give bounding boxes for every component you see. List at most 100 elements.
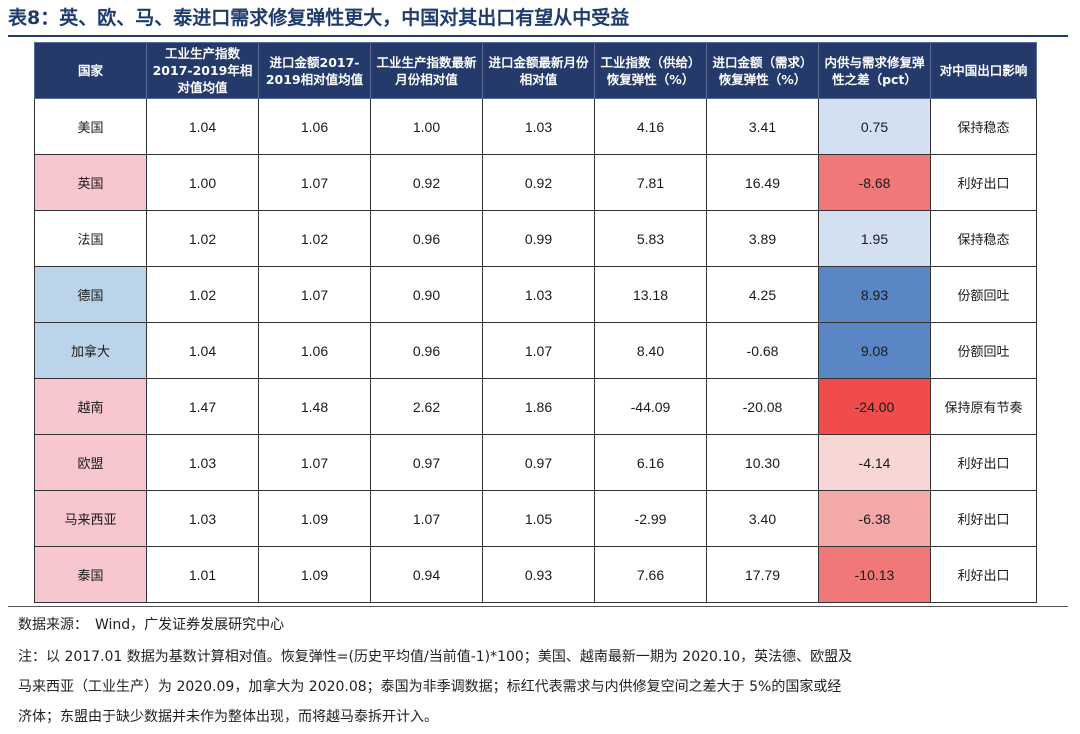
supply-elasticity-cell: 13.18 — [594, 266, 707, 323]
table-row: 泰国 1.01 1.09 0.94 0.93 7.66 17.79 -10.13 利好出口 — [34, 546, 1037, 603]
gap-cell: -6.38 — [818, 490, 931, 547]
country-cell: 法国 — [34, 210, 147, 267]
header-country: 国家 — [34, 42, 147, 99]
country-cell: 欧盟 — [34, 434, 147, 491]
demand-elasticity-cell: 10.30 — [706, 434, 819, 491]
ip-latest-cell: 0.96 — [370, 210, 483, 267]
supply-elasticity-cell: 5.83 — [594, 210, 707, 267]
supply-elasticity-cell: 4.16 — [594, 98, 707, 155]
table-row: 英国 1.00 1.07 0.92 0.92 7.81 16.49 -8.68 利好出口 — [34, 154, 1037, 211]
table-row: 法国 1.02 1.02 0.96 0.99 5.83 3.89 1.95 保持稳态 — [34, 210, 1037, 267]
import-latest-cell: 1.05 — [482, 490, 595, 547]
ip-latest-cell: 1.07 — [370, 490, 483, 547]
impact-cell: 利好出口 — [930, 546, 1037, 603]
import-avg-cell: 1.02 — [258, 210, 371, 267]
ip-latest-cell: 2.62 — [370, 378, 483, 435]
gap-cell: 8.93 — [818, 266, 931, 323]
country-cell: 英国 — [34, 154, 147, 211]
impact-cell: 保持原有节奏 — [930, 378, 1037, 435]
gap-cell: 0.75 — [818, 98, 931, 155]
import-avg-cell: 1.06 — [258, 98, 371, 155]
header-import-avg: 进口金额2017-2019相对值均值 — [258, 42, 371, 99]
impact-cell: 利好出口 — [930, 490, 1037, 547]
import-latest-cell: 0.93 — [482, 546, 595, 603]
supply-elasticity-cell: 7.66 — [594, 546, 707, 603]
table-title: 表8：英、欧、马、泰进口需求修复弹性更大，中国对其出口有望从中受益 — [8, 7, 630, 29]
gap-cell: 9.08 — [818, 322, 931, 379]
import-avg-cell: 1.09 — [258, 546, 371, 603]
header-impact: 对中国出口影响 — [930, 42, 1037, 99]
ip-latest-cell: 0.97 — [370, 434, 483, 491]
demand-elasticity-cell: 3.40 — [706, 490, 819, 547]
table-row: 德国 1.02 1.07 0.90 1.03 13.18 4.25 8.93 份额回吐 — [34, 266, 1037, 323]
import-latest-cell: 0.99 — [482, 210, 595, 267]
demand-elasticity-cell: 3.89 — [706, 210, 819, 267]
import-latest-cell: 1.86 — [482, 378, 595, 435]
country-cell: 加拿大 — [34, 322, 147, 379]
ip-avg-cell: 1.03 — [146, 434, 259, 491]
footer-divider — [8, 606, 1068, 607]
ip-latest-cell: 0.96 — [370, 322, 483, 379]
import-avg-cell: 1.07 — [258, 434, 371, 491]
import-avg-cell: 1.07 — [258, 154, 371, 211]
import-avg-cell: 1.07 — [258, 266, 371, 323]
country-cell: 越南 — [34, 378, 147, 435]
import-latest-cell: 1.03 — [482, 266, 595, 323]
impact-cell: 份额回吐 — [930, 266, 1037, 323]
table-row: 美国 1.04 1.06 1.00 1.03 4.16 3.41 0.75 保持稳态 — [34, 98, 1037, 155]
ip-avg-cell: 1.02 — [146, 210, 259, 267]
impact-cell: 利好出口 — [930, 154, 1037, 211]
import-avg-cell: 1.48 — [258, 378, 371, 435]
ip-avg-cell: 1.01 — [146, 546, 259, 603]
ip-avg-cell: 1.00 — [146, 154, 259, 211]
gap-cell: -4.14 — [818, 434, 931, 491]
ip-latest-cell: 0.94 — [370, 546, 483, 603]
table-row: 越南 1.47 1.48 2.62 1.86 -44.09 -20.08 -24.00 保持原有… — [34, 378, 1037, 435]
import-avg-cell: 1.06 — [258, 322, 371, 379]
country-cell: 马来西亚 — [34, 490, 147, 547]
supply-elasticity-cell: -2.99 — [594, 490, 707, 547]
demand-elasticity-cell: 17.79 — [706, 546, 819, 603]
gap-cell: -24.00 — [818, 378, 931, 435]
supply-elasticity-cell: 7.81 — [594, 154, 707, 211]
table-row: 加拿大 1.04 1.06 0.96 1.07 8.40 -0.68 9.08 份额回吐 — [34, 322, 1037, 379]
impact-cell: 利好出口 — [930, 434, 1037, 491]
supply-elasticity-cell: 8.40 — [594, 322, 707, 379]
supply-elasticity-cell: -44.09 — [594, 378, 707, 435]
gap-cell: -10.13 — [818, 546, 931, 603]
ip-avg-cell: 1.02 — [146, 266, 259, 323]
title-divider — [8, 35, 1068, 37]
impact-cell: 保持稳态 — [930, 98, 1037, 155]
ip-latest-cell: 0.92 — [370, 154, 483, 211]
country-cell: 美国 — [34, 98, 147, 155]
import-latest-cell: 0.92 — [482, 154, 595, 211]
supply-elasticity-cell: 6.16 — [594, 434, 707, 491]
header-supply-elasticity: 工业指数（供给）恢复弹性（%） — [594, 42, 707, 99]
footnote-line: 济体；东盟由于缺少数据并未作为整体出现，而将越马泰拆开计入。 — [18, 709, 438, 725]
ip-avg-cell: 1.04 — [146, 98, 259, 155]
header-ip-latest: 工业生产指数最新月份相对值 — [370, 42, 483, 99]
table-header-row: 国家 工业生产指数2017-2019年相对值均值 进口金额2017-2019相对… — [34, 42, 1037, 99]
impact-cell: 保持稳态 — [930, 210, 1037, 267]
country-cell: 德国 — [34, 266, 147, 323]
ip-avg-cell: 1.04 — [146, 322, 259, 379]
demand-elasticity-cell: 16.49 — [706, 154, 819, 211]
demand-elasticity-cell: -0.68 — [706, 322, 819, 379]
ip-avg-cell: 1.47 — [146, 378, 259, 435]
footnote-line: 注：以 2017.01 数据为基数计算相对值。恢复弹性=(历史平均值/当前值-1… — [18, 649, 853, 665]
header-ip-avg: 工业生产指数2017-2019年相对值均值 — [146, 42, 259, 99]
country-cell: 泰国 — [34, 546, 147, 603]
import-latest-cell: 1.03 — [482, 98, 595, 155]
demand-elasticity-cell: -20.08 — [706, 378, 819, 435]
header-import-latest: 进口金额最新月份相对值 — [482, 42, 595, 99]
import-latest-cell: 1.07 — [482, 322, 595, 379]
data-table: 国家 工业生产指数2017-2019年相对值均值 进口金额2017-2019相对… — [34, 42, 1037, 603]
impact-cell: 份额回吐 — [930, 322, 1037, 379]
table-row: 马来西亚 1.03 1.09 1.07 1.05 -2.99 3.40 -6.38 利好出口 — [34, 490, 1037, 547]
ip-latest-cell: 1.00 — [370, 98, 483, 155]
gap-cell: 1.95 — [818, 210, 931, 267]
demand-elasticity-cell: 4.25 — [706, 266, 819, 323]
ip-latest-cell: 0.90 — [370, 266, 483, 323]
footnote-line: 马来西亚（工业生产）为 2020.09，加拿大为 2020.08；泰国为非季调数… — [18, 679, 842, 695]
table-row: 欧盟 1.03 1.07 0.97 0.97 6.16 10.30 -4.14 利好出口 — [34, 434, 1037, 491]
